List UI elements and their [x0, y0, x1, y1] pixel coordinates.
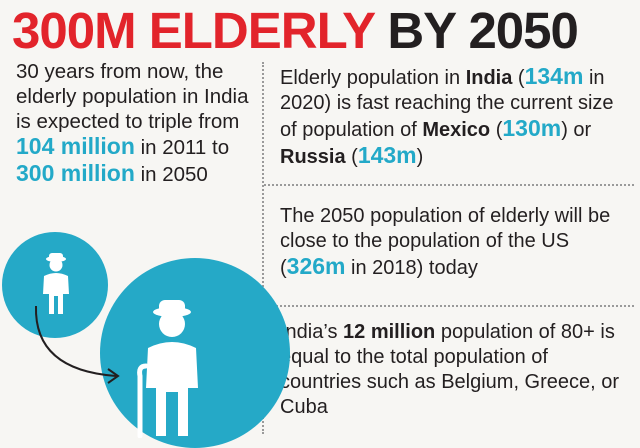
left-text-3: in 2050: [134, 163, 208, 187]
horizontal-divider-1: [264, 184, 634, 186]
elderly-person-icon: [43, 253, 69, 314]
highlight-104-million: 104 million: [16, 133, 135, 160]
b1-india: India: [465, 67, 513, 89]
highlight-300-million: 300 million: [16, 160, 135, 187]
b1-mexico: Mexico: [422, 119, 491, 141]
b1-text-4: (: [490, 119, 503, 141]
b3-text-1: India’s: [280, 321, 344, 343]
left-text-2: in 2011 to: [134, 136, 230, 160]
b1-text-5: ) or: [561, 119, 592, 141]
headline-dark-part: BY 2050: [387, 2, 579, 59]
left-fact: 30 years from now, the elderly populatio…: [16, 60, 256, 188]
b2-text-1: The 2050 population of elderly will be c…: [280, 205, 611, 279]
b3-12-million: 12 million: [343, 321, 436, 343]
b1-text-2: (: [512, 67, 525, 89]
curved-arrow-icon: [34, 305, 120, 384]
elderly-person-with-cane-icon: [137, 300, 198, 438]
b1-text-3: in 2020) is fast reaching the current si…: [280, 67, 614, 141]
headline: 300M ELDERLY BY 2050: [12, 2, 579, 60]
b1-text-7: ): [416, 146, 424, 168]
highlight-134m: 134m: [524, 63, 584, 89]
headline-red-part: 300M ELDERLY: [12, 2, 375, 59]
highlight-143m: 143m: [357, 142, 417, 168]
left-text-1: 30 years from now, the elderly populatio…: [16, 60, 249, 133]
b3-text-2: population of 80+ is equal to the total …: [280, 321, 620, 418]
b1-text-6: (: [345, 146, 358, 168]
b1-text-1: Elderly population in: [280, 67, 466, 89]
b2-text-2: in 2018) today: [345, 257, 478, 279]
horizontal-divider-2: [264, 305, 634, 307]
b1-russia: Russia: [280, 146, 346, 168]
highlight-130m: 130m: [502, 115, 562, 141]
vertical-divider: [262, 62, 264, 434]
highlight-326m: 326m: [286, 253, 346, 279]
fact-block-us: The 2050 population of elderly will be c…: [280, 204, 630, 281]
fact-block-80-plus: India’s 12 million population of 80+ is …: [280, 320, 630, 420]
fact-block-india-mexico-russia: Elderly population in India (134m in 202…: [280, 64, 630, 170]
